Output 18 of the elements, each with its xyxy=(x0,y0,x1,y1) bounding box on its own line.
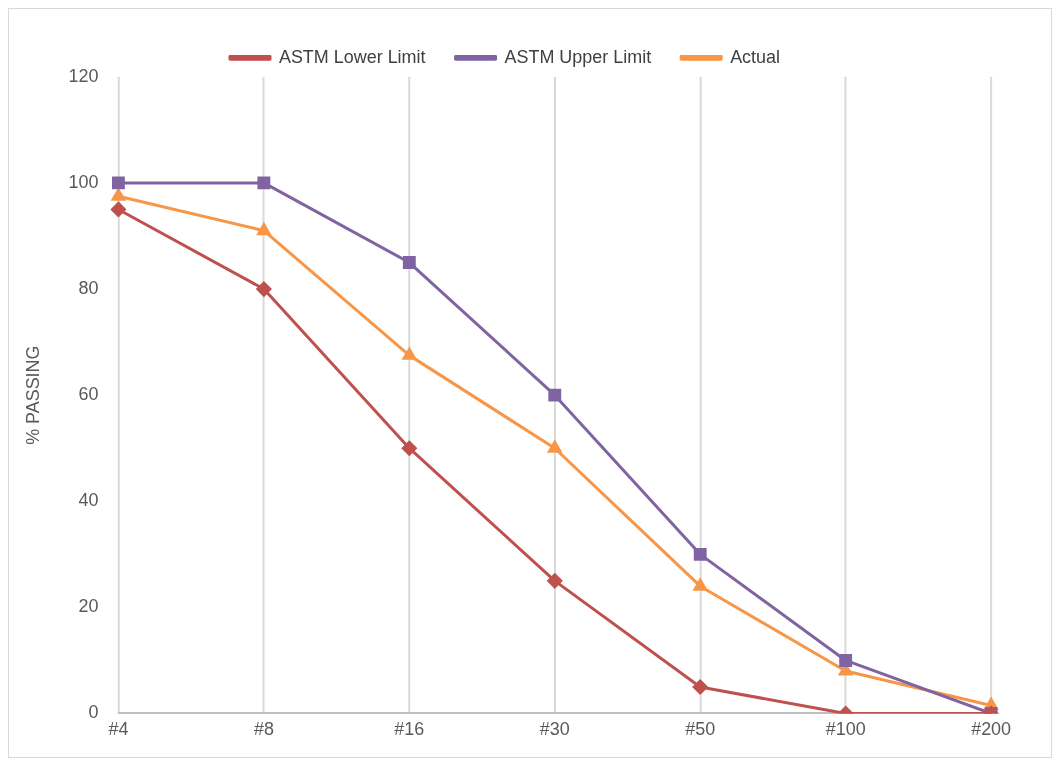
y-tick-label: 80 xyxy=(78,278,99,299)
x-tick-label: #200 xyxy=(971,719,1012,740)
x-tick-label: #50 xyxy=(685,719,716,740)
legend-label: ASTM Lower Limit xyxy=(278,46,426,67)
y-axis-title: % PASSING xyxy=(22,345,43,445)
legend-label: Actual xyxy=(730,46,781,67)
y-tick-label: 60 xyxy=(78,384,99,405)
x-tick-label: #100 xyxy=(825,719,866,740)
x-tick-label: #30 xyxy=(539,719,570,740)
y-tick-label: 0 xyxy=(88,702,99,723)
x-tick-label: #8 xyxy=(253,719,274,740)
legend-label: ASTM Upper Limit xyxy=(504,46,652,67)
y-tick-label: 120 xyxy=(68,65,99,86)
y-tick-label: 100 xyxy=(68,171,99,192)
x-tick-label: #4 xyxy=(108,719,129,740)
y-tick-label: 40 xyxy=(78,490,99,511)
x-tick-label: #16 xyxy=(394,719,425,740)
y-tick-label: 20 xyxy=(78,596,99,617)
